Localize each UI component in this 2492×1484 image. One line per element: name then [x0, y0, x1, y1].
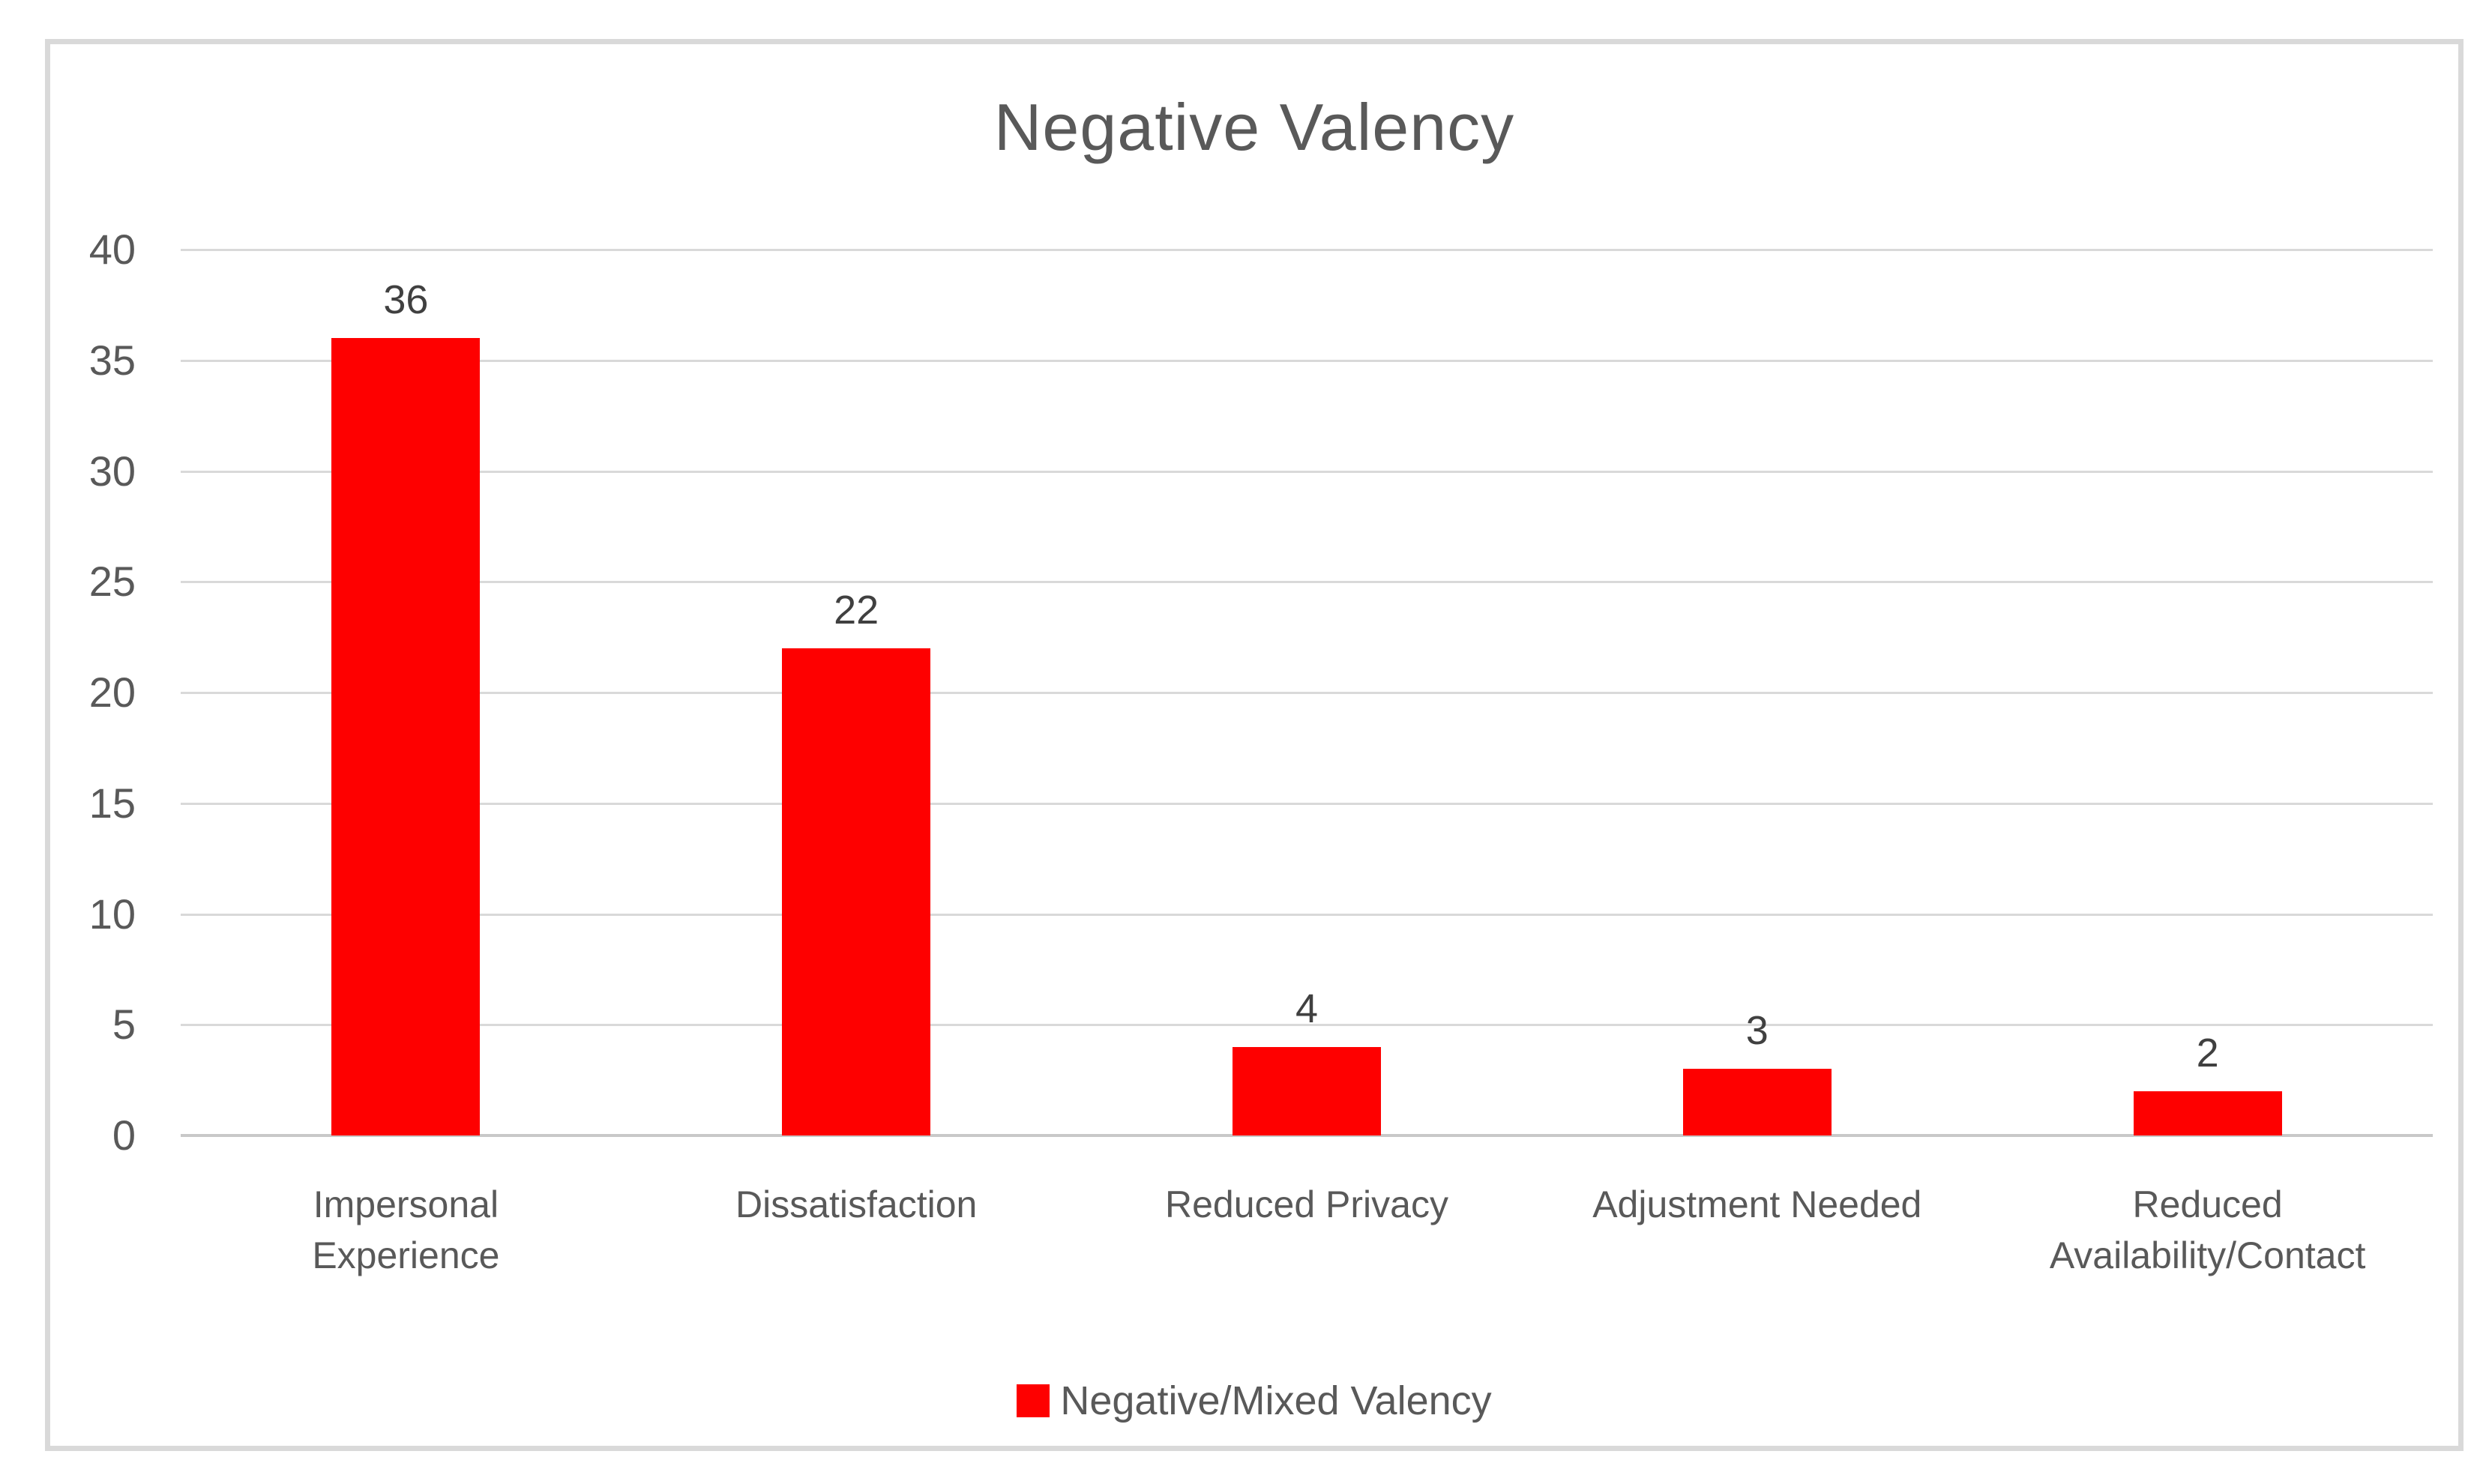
y-axis-tick-label: 5	[112, 1001, 136, 1049]
bar-value-label: 2	[2196, 1030, 2219, 1076]
gridline	[181, 470, 2433, 473]
legend: Negative/Mixed Valency	[50, 1371, 2458, 1431]
bar-value-label: 22	[834, 587, 879, 633]
gridline	[181, 359, 2433, 362]
bar	[782, 648, 931, 1135]
chart-frame: Negative Valency Negative/Mixed Valency …	[45, 39, 2464, 1451]
bar-value-label: 4	[1295, 986, 1319, 1031]
bar	[1233, 1046, 1381, 1135]
bar-value-label: 36	[383, 277, 429, 323]
bar	[1682, 1069, 1832, 1135]
gridline	[181, 692, 2433, 694]
gridline	[181, 581, 2433, 584]
x-axis-baseline	[181, 1134, 2433, 1137]
gridline	[181, 249, 2433, 251]
legend-label: Negative/Mixed Valency	[1060, 1378, 1492, 1423]
y-axis-tick-label: 30	[88, 447, 136, 495]
bar	[331, 338, 481, 1135]
y-axis-tick-label: 20	[88, 669, 136, 716]
bar-value-label: 3	[1745, 1008, 1769, 1054]
y-axis-tick-label: 40	[88, 226, 136, 273]
chart-title: Negative Valency	[993, 90, 1515, 164]
x-axis-category-label: Reduced Availability/Contact	[2049, 1183, 2366, 1276]
x-axis-category-label: Adjustment Needed	[1592, 1183, 1922, 1225]
x-axis-category-label: Dissatisfaction	[735, 1183, 978, 1225]
gridline	[181, 1024, 2433, 1027]
y-axis-tick-label: 25	[88, 558, 136, 606]
y-axis-tick-label: 10	[88, 890, 136, 938]
gridline	[181, 913, 2433, 916]
gridline	[181, 802, 2433, 805]
legend-color-swatch-icon	[1017, 1384, 1050, 1417]
y-axis-tick-label: 0	[112, 1112, 136, 1159]
y-axis-tick-label: 35	[88, 336, 136, 384]
x-axis-category-label: Reduced Privacy	[1165, 1183, 1448, 1225]
x-axis-category-label: Impersonal Experience	[312, 1183, 500, 1276]
bar	[2133, 1091, 2282, 1135]
y-axis-tick-label: 15	[88, 779, 136, 827]
